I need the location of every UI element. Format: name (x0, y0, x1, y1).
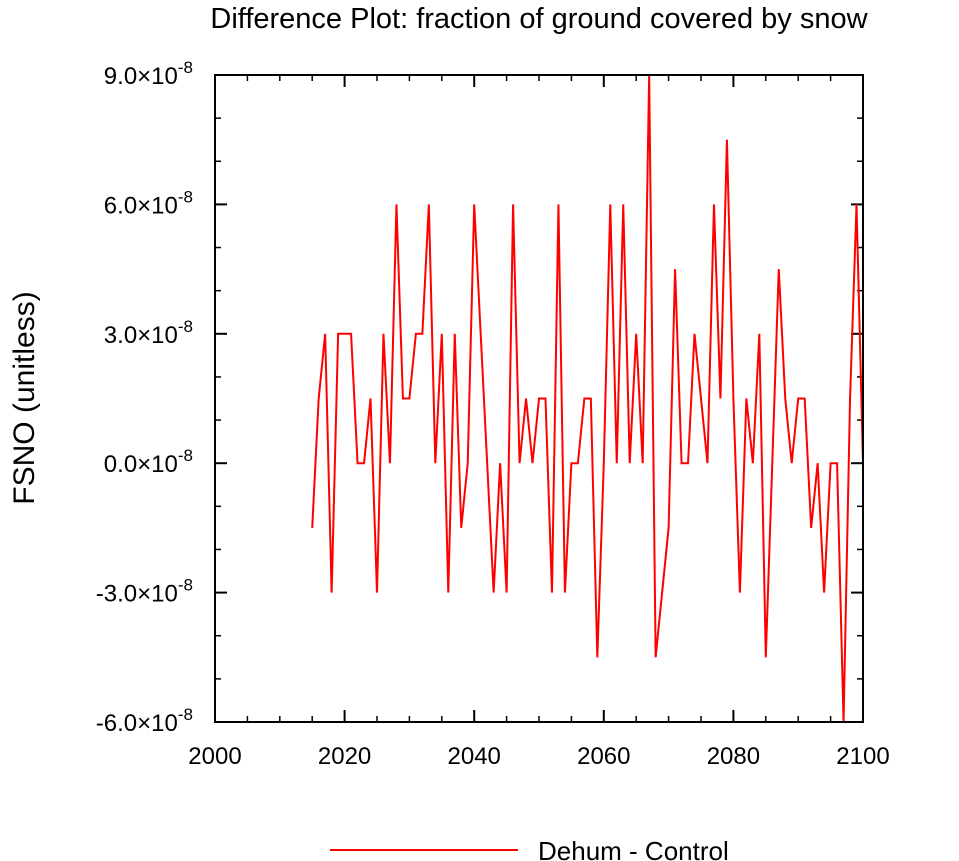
y-tick-label: -6.0×10-8 (96, 705, 193, 737)
x-tick-label: 2080 (707, 743, 760, 770)
series-line-1 (311, 74, 864, 723)
tick-labels: 2000 2020 2040 2060 2080 2100 -6.0×10-8 -3.0×10… (96, 58, 890, 770)
series-layer (311, 74, 864, 723)
x-tick-label: 2000 (188, 743, 241, 770)
y-tick-label: 6.0×10-8 (104, 187, 193, 219)
x-tick-label: 2060 (577, 743, 630, 770)
x-tick-label: 2040 (448, 743, 501, 770)
y-tick-label: 0.0×10-8 (104, 446, 193, 478)
y-tick-label: 9.0×10-8 (104, 58, 193, 90)
chart-title: Difference Plot: fraction of ground cove… (210, 3, 868, 35)
legend: Dehum - Control (330, 836, 729, 861)
x-tick-label: 2020 (318, 743, 371, 770)
y-tick-label: -3.0×10-8 (96, 576, 193, 608)
y-tick-label: 3.0×10-8 (104, 317, 193, 349)
y-axis-label: FSNO (unitless) (8, 291, 41, 504)
x-tick-label: 2100 (836, 743, 889, 770)
legend-label: Dehum - Control (538, 836, 729, 861)
plot-frame (214, 74, 864, 723)
